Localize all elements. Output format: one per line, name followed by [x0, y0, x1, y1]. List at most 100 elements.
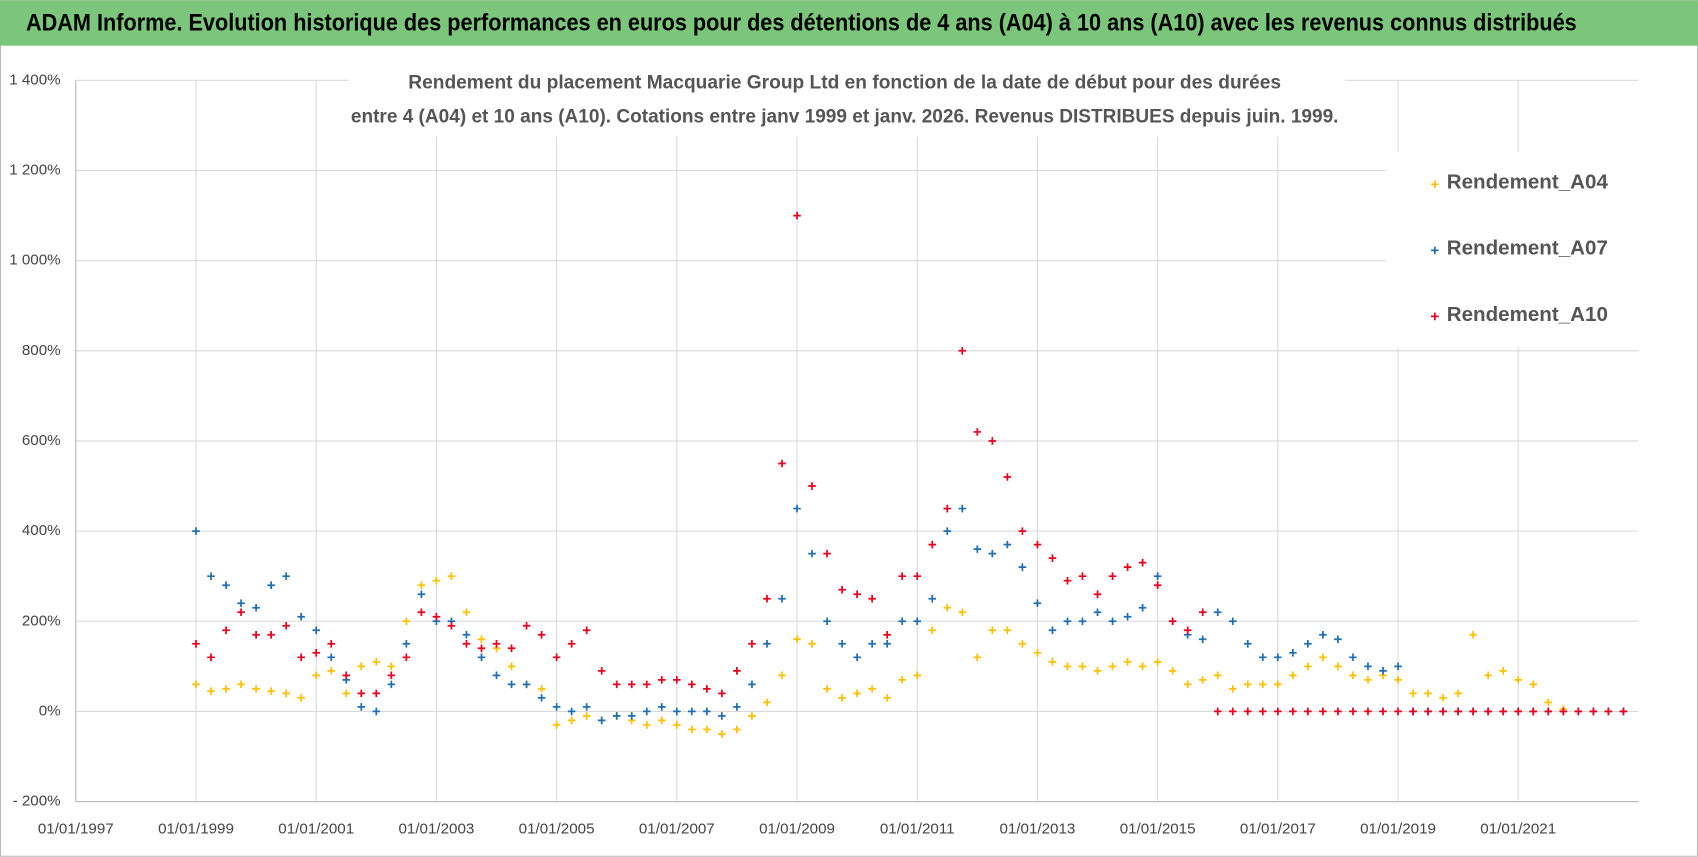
data-point [1213, 671, 1222, 680]
data-point [1108, 572, 1117, 580]
data-point [1469, 630, 1477, 639]
data-point [477, 644, 486, 653]
data-point [312, 649, 320, 657]
data-point [853, 689, 861, 698]
x-tick-label: 01/01/2015 [1120, 821, 1196, 838]
data-point [1033, 540, 1042, 549]
data-point [432, 612, 441, 621]
data-point [1228, 685, 1237, 693]
data-point [1243, 640, 1252, 648]
data-point [1499, 707, 1508, 716]
data-point [898, 572, 906, 580]
data-point [928, 540, 937, 549]
data-point [222, 626, 230, 635]
data-point [1168, 667, 1177, 675]
data-point [1123, 563, 1132, 571]
data-point [1198, 608, 1207, 617]
data-point [1274, 653, 1282, 662]
data-point [417, 590, 426, 599]
data-point [522, 680, 531, 689]
data-point [327, 653, 336, 662]
data-point [1469, 707, 1477, 716]
data-point [567, 640, 576, 648]
data-point [372, 689, 381, 698]
data-point [1018, 527, 1027, 535]
data-point [1364, 662, 1372, 671]
data-point [703, 707, 711, 716]
data-point [327, 667, 336, 675]
data-point [1454, 707, 1462, 716]
data-point [1544, 698, 1553, 707]
data-point [1153, 658, 1162, 666]
data-point [748, 680, 756, 689]
x-tick-label: 01/01/2021 [1480, 821, 1556, 838]
data-point [372, 658, 381, 666]
data-point [1514, 707, 1523, 716]
header-bar [0, 0, 1698, 46]
data-point [342, 689, 351, 698]
data-point [567, 716, 576, 725]
data-point [1544, 707, 1553, 716]
data-point [537, 694, 546, 702]
data-point [1243, 707, 1252, 716]
data-point [387, 662, 396, 671]
data-point [1063, 576, 1072, 585]
data-point [1274, 707, 1282, 716]
legend-marker [1431, 246, 1439, 255]
data-point [1574, 707, 1583, 716]
data-point [1003, 473, 1012, 481]
data-point [913, 617, 922, 626]
data-point [1559, 707, 1568, 716]
data-point [237, 680, 245, 689]
x-tick-label: 01/01/2007 [639, 821, 715, 838]
legend-label: Rendement_A10 [1447, 303, 1608, 326]
data-point [1319, 653, 1327, 662]
data-point [1108, 617, 1117, 626]
data-point [1018, 563, 1027, 571]
header-title: ADAM Informe. Evolution historique des p… [26, 9, 1577, 36]
data-point [1228, 617, 1237, 626]
data-point [868, 685, 876, 693]
chart-title: Rendement du placement Macquarie Group L… [408, 72, 1281, 94]
data-point [552, 721, 561, 729]
data-point [763, 594, 771, 603]
data-point [252, 630, 260, 639]
data-point [642, 680, 651, 689]
data-point [1604, 707, 1613, 716]
data-point [733, 667, 741, 675]
x-tick-label: 01/01/2003 [398, 821, 474, 838]
data-point [928, 626, 937, 635]
data-point [1364, 707, 1372, 716]
data-point [432, 576, 441, 585]
data-point [1304, 707, 1312, 716]
data-point [1003, 626, 1012, 635]
data-point [492, 640, 501, 648]
data-point [1274, 680, 1282, 689]
data-point [1319, 630, 1327, 639]
data-point [838, 694, 846, 702]
y-tick-label: 600% [22, 432, 61, 449]
data-point [778, 671, 786, 680]
data-point [1394, 662, 1402, 671]
y-tick-label: - 200% [13, 793, 61, 810]
data-point [1183, 680, 1192, 689]
legend-label: Rendement_A07 [1447, 237, 1608, 260]
data-point [192, 640, 200, 648]
data-point [1183, 626, 1192, 635]
data-point [1108, 662, 1117, 671]
data-point [1289, 671, 1297, 680]
data-point [297, 612, 305, 621]
data-point [507, 662, 516, 671]
data-point [688, 680, 696, 689]
data-point [1213, 707, 1222, 716]
data-point [387, 680, 396, 689]
data-point [973, 545, 982, 553]
legend-marker [1431, 312, 1439, 321]
data-point [943, 527, 952, 535]
data-point [327, 640, 336, 648]
legend-label: Rendement_A04 [1447, 171, 1609, 194]
data-point [282, 689, 290, 698]
data-point [1304, 640, 1312, 648]
data-point [1289, 707, 1297, 716]
